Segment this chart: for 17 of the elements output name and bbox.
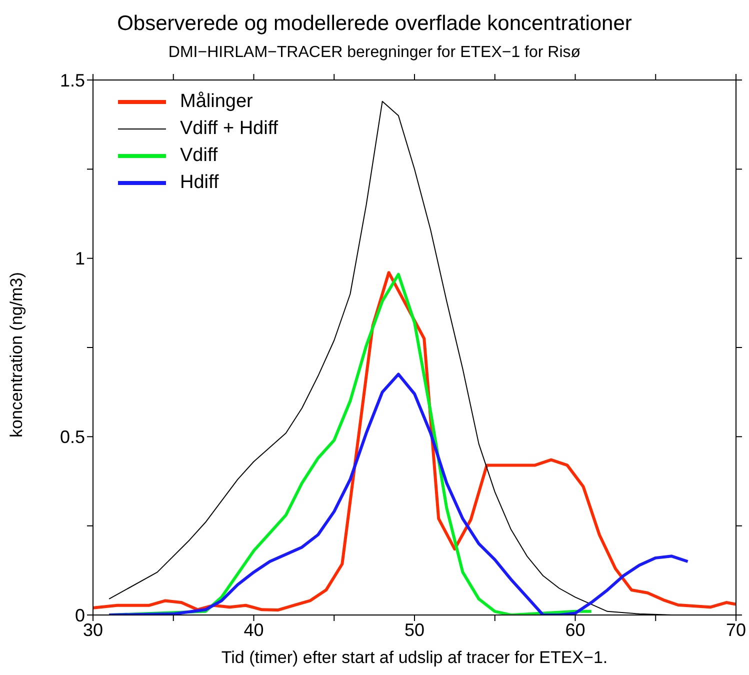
chart-title: Observerede og modellerede overflade koncentrationer [116,12,633,36]
legend-label: Vdiff [180,144,218,166]
legend-label: Vdiff + Hdiff [180,118,278,140]
y-tick-label: 1.5 [60,70,85,90]
y-axis-title: koncentration (ng/m3) [7,272,26,438]
legend-label: Hdiff [180,172,219,194]
x-tick-label: 30 [82,620,104,640]
y-tick-label: 1 [74,248,85,269]
x-axis-title: Tid (timer) efter start af udslip af tracer for ETEX−1. [221,648,608,667]
x-tick-label: 60 [565,620,586,640]
y-tick-label: 0 [74,605,85,626]
chart-subtitle: DMI−HIRLAM−TRACER beregninger for ETEX−1 for Risø [167,44,582,62]
legend-label: Målinger [180,90,253,112]
x-tick-label: 70 [726,620,746,640]
x-tick-label: 40 [244,620,264,640]
y-tick-label: 0.5 [60,427,85,448]
x-tick-label: 50 [404,620,425,640]
